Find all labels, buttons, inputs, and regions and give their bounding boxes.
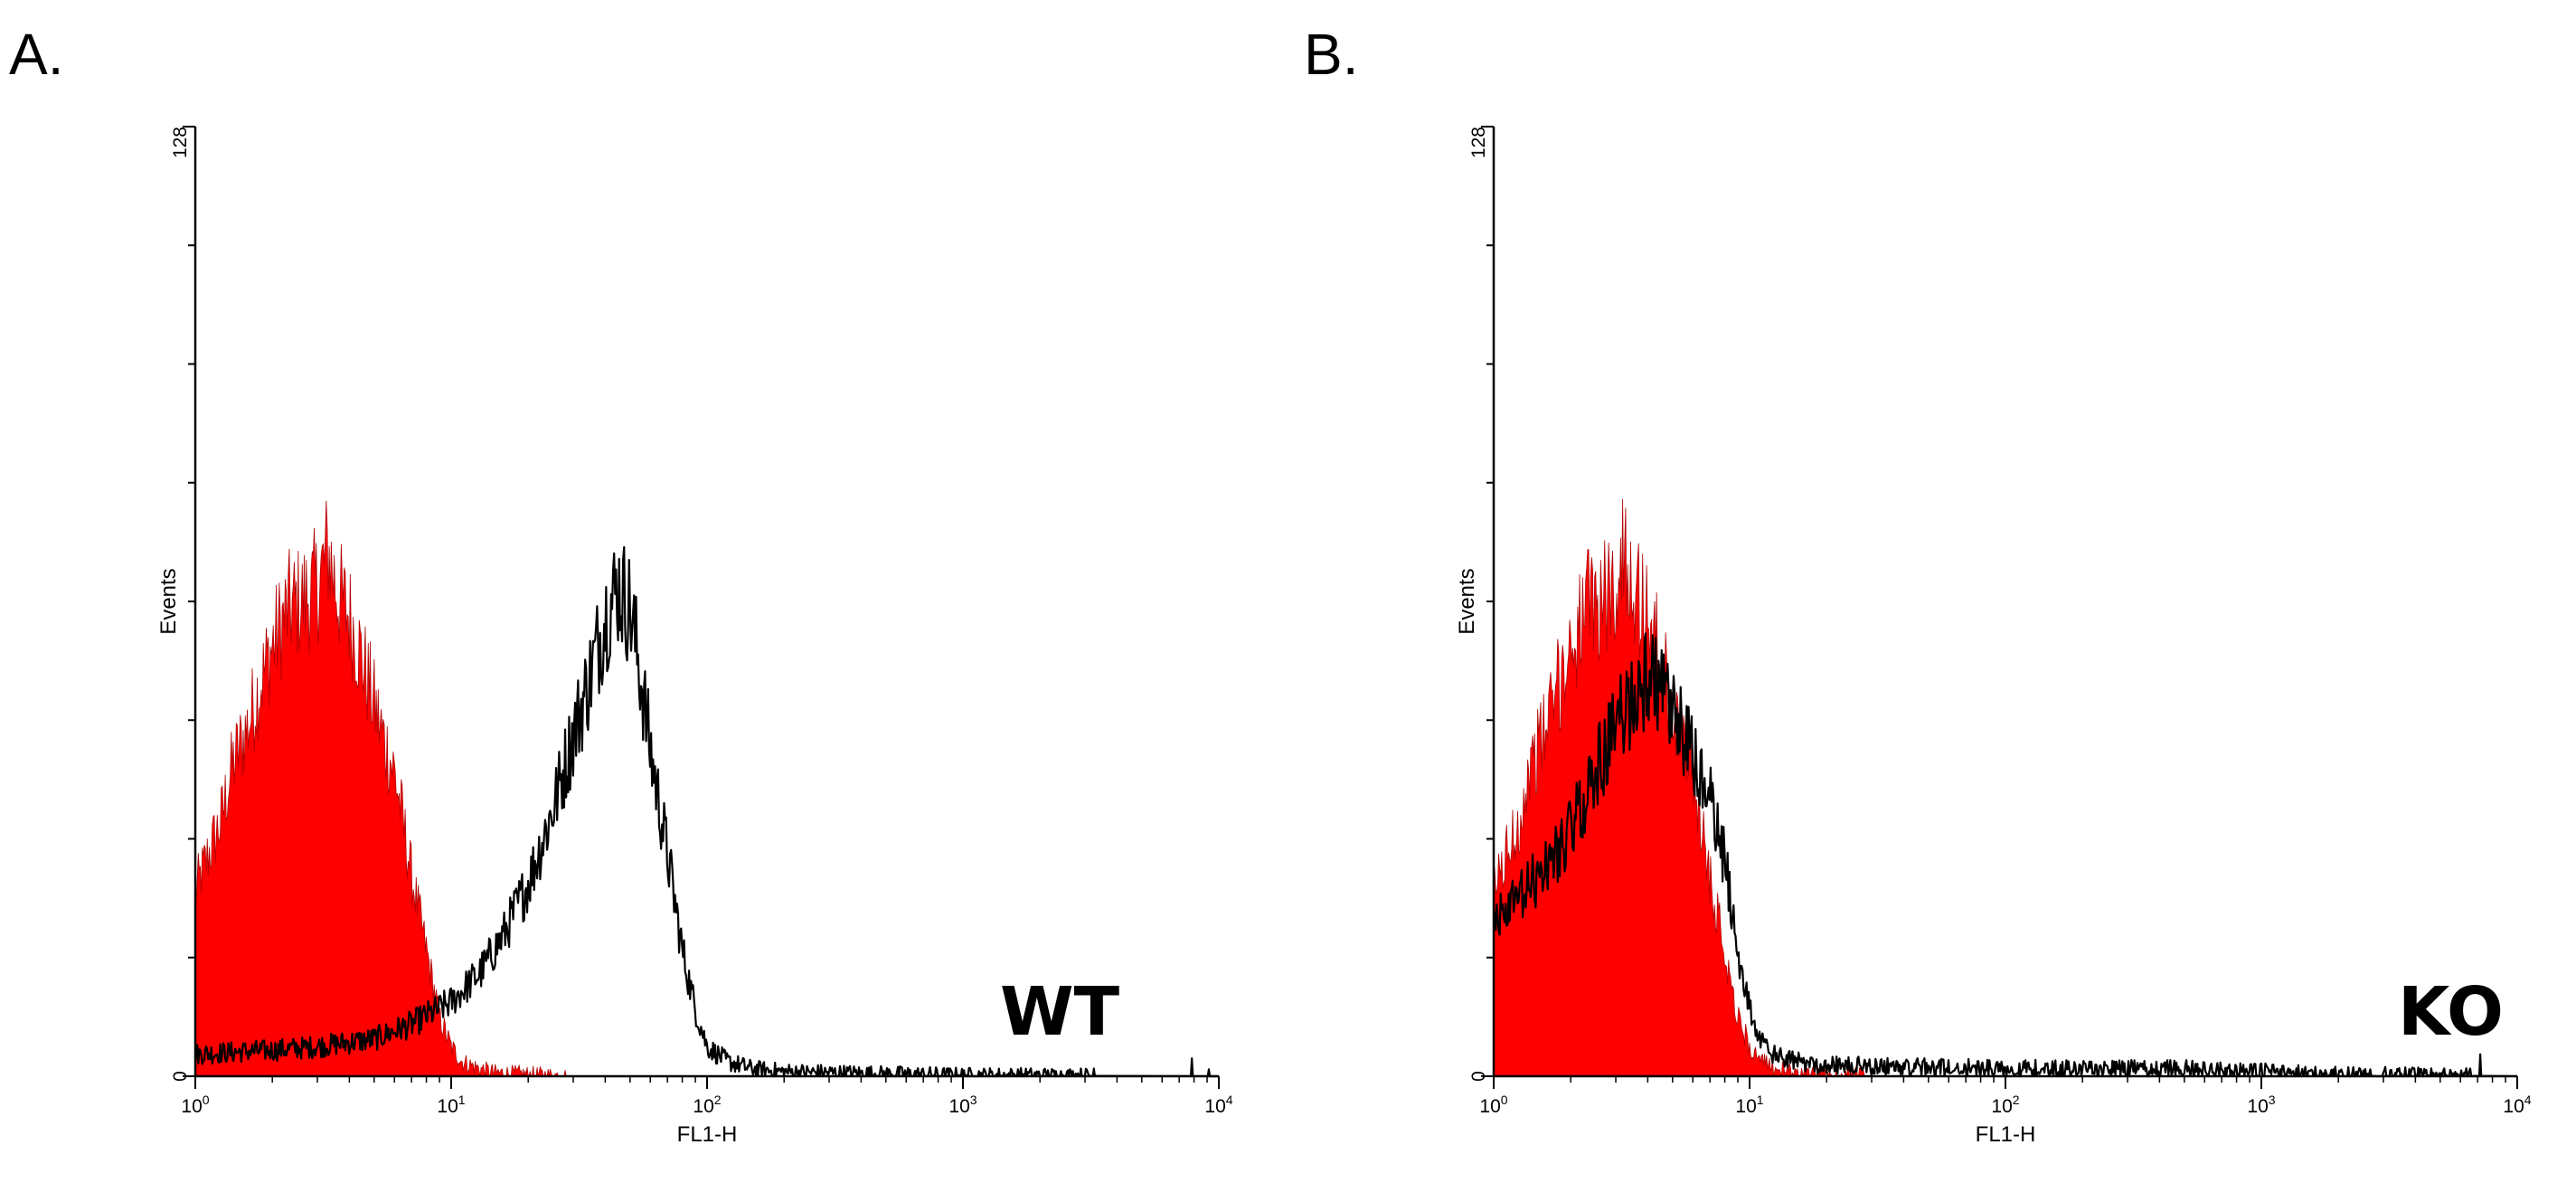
panel-a-label: A. <box>9 22 63 87</box>
panel-b-x-axis-label: FL1-H <box>1976 1122 2036 1147</box>
panel-b-label: B. <box>1304 22 1358 87</box>
panel-a-y-axis-label: Events <box>156 568 181 634</box>
panel-a-x-axis-label: FL1-H <box>677 1122 738 1147</box>
panel-a-xtick-label: 104 <box>1204 1093 1232 1117</box>
panel-b-ytick-128: 128 <box>1468 127 1489 158</box>
panel-b-ytick-0: 0 <box>1468 1071 1489 1082</box>
panel-a-xtick-label: 101 <box>437 1093 465 1117</box>
panel-a: A. 100 101 102 103 104 128 0 Events FL1-H WT <box>9 22 1233 1147</box>
panel-a-xtick-label: 103 <box>948 1093 977 1117</box>
panel-a-xtick-label: 100 <box>181 1093 209 1117</box>
panel-b-xtick-label: 101 <box>1735 1093 1763 1117</box>
panel-b-control-histogram <box>1493 498 2517 1077</box>
panel-a-ytick-0: 0 <box>170 1071 191 1082</box>
panel-a-ticks: 100 101 102 103 104 <box>181 126 1233 1117</box>
panel-a-ytick-128: 128 <box>170 127 191 158</box>
panel-b-y-axis-label: Events <box>1455 568 1479 634</box>
panel-a-stained-histogram <box>193 545 1219 1078</box>
panel-b-xtick-label: 104 <box>2503 1093 2531 1117</box>
panel-b: B. 100 101 102 103 104 128 0 Events FL1-H KO <box>1304 22 2532 1147</box>
panel-b-ticks: 100 101 102 103 104 <box>1479 126 2532 1117</box>
panel-b-xtick-label: 102 <box>1991 1093 2019 1117</box>
panel-b-xtick-label: 100 <box>1479 1093 1507 1117</box>
panel-b-condition-label: KO <box>2398 973 2504 1051</box>
panel-b-histograms <box>1492 498 2518 1078</box>
panel-b-xtick-label: 103 <box>2247 1093 2275 1117</box>
panel-a-condition-label: WT <box>1000 973 1120 1051</box>
panel-a-xtick-label: 102 <box>693 1093 721 1117</box>
